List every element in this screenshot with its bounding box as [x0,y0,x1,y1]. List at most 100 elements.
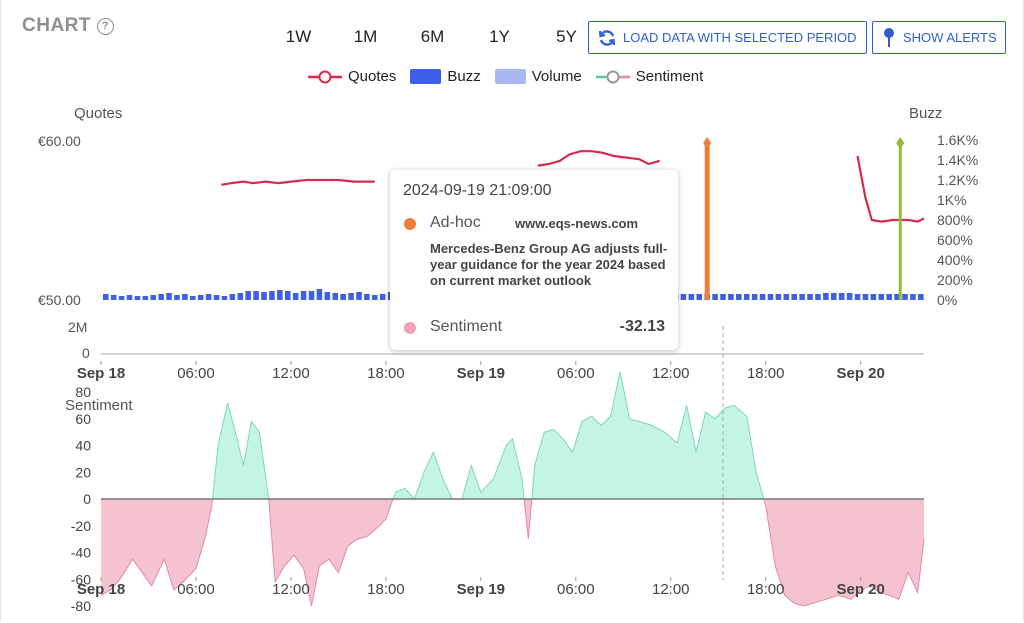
x-axis-top-tick-label: 18:00 [367,365,405,382]
buzz-bar [284,291,291,300]
x-axis-top-tick-label: 06:00 [557,365,595,382]
buzz-bar [308,291,315,300]
x-axis-top-tick-label: Sep 20 [837,365,885,382]
tooltip-headline: Mercedes-Benz Group AG adjusts full-year… [430,241,668,288]
load-data-button[interactable]: LOAD DATA WITH SELECTED PERIOD [588,21,867,54]
adhoc-marker-icon [703,137,712,149]
period-1y[interactable]: 1Y [489,27,510,46]
load-data-label: LOAD DATA WITH SELECTED PERIOD [623,30,857,45]
sentiment-tick-label: -60 [71,571,91,587]
buzz-bar [878,294,885,300]
buzz-bar [348,293,354,300]
x-axis-top-tick-label: 18:00 [747,365,785,382]
period-1m[interactable]: 1M [353,27,378,46]
buzz-bar [759,294,766,300]
quotes-tick-bottom: €50.00 [38,292,81,308]
x-axis-bottom-tick-label: 12:00 [652,581,690,598]
buzz-bar [269,291,275,300]
buzz-bar [910,294,916,300]
buzz-bar [696,294,703,300]
buzz-bar [894,294,900,300]
tooltip-source[interactable]: www.eqs-news.com [515,216,639,231]
sentiment-axis-label: Sentiment [65,397,133,414]
buzz-bar [379,294,386,300]
buzz-bar [324,292,331,300]
x-axis-bottom-tick-label: Sep 18 [77,581,125,598]
chart-title: CHART ? [22,15,114,37]
x-axis-bottom-tick-label: Sep 20 [837,581,885,598]
buzz-bar [245,291,251,300]
sentiment-tick-label: 40 [75,438,91,454]
buzz-bar [862,294,869,300]
period-1w[interactable]: 1W [285,27,312,46]
buzz-bar [799,294,805,300]
tooltip-type: Ad-hoc [430,214,481,231]
tooltip-sentiment-value: -32.13 [619,318,665,335]
buzz-tick-label: 1.2K% [937,172,978,188]
buzz-bar [158,294,164,300]
show-alerts-button[interactable]: SHOW ALERTS [872,21,1006,54]
legend-buzz[interactable]: Buzz [410,68,481,85]
buzz-bar [918,294,924,300]
legend-quotes[interactable]: Quotes [308,68,396,85]
buzz-bar [340,294,346,300]
buzz-tick-label: 600% [937,232,973,248]
buzz-bar [261,292,267,300]
buzz-bar [720,294,726,300]
buzz-bar [110,295,117,300]
pin-icon [884,27,894,47]
buzz-tick-label: 1.6K% [937,132,978,148]
sentiment-area-negative [101,499,924,606]
legend-sentiment[interactable]: Sentiment [595,68,703,85]
alert-marker-line [898,143,902,300]
x-axis-top-tick-label: 12:00 [272,365,310,382]
buzz-bar [182,294,188,300]
buzz-bar [221,296,228,300]
buzz-bar [767,294,774,300]
buzz-bar [815,294,821,300]
quotes-line [537,150,661,167]
buzz-tick-label: 400% [937,252,973,268]
buzz-tick-label: 200% [937,272,973,288]
sentiment-tick-label: -40 [71,545,91,561]
legend-volume-label: Volume [531,68,582,85]
buzz-bar [838,293,845,300]
buzz-bar [688,294,695,300]
period-selector: 1W 1M 6M 1Y 5Y [265,27,600,47]
quotes-line [221,178,375,186]
sentiment-tick-label: 80 [75,384,91,400]
x-axis-bottom-tick-label: 06:00 [177,581,215,598]
legend-volume[interactable]: Volume [494,68,582,85]
x-axis-top-tick-label: Sep 18 [77,365,125,382]
buzz-tick-label: 0% [937,292,957,308]
buzz-bar [902,294,908,300]
buzz-bar [300,291,307,300]
period-6m[interactable]: 6M [420,27,445,46]
chart-title-text: CHART [22,15,91,36]
x-axis-bottom-tick-label: 12:00 [272,581,310,598]
adhoc-dot-icon [404,218,416,230]
tooltip-datetime: 2024-09-19 21:09:00 [403,182,552,199]
period-5y[interactable]: 5Y [556,27,577,46]
buzz-bar [253,291,259,300]
buzz-bar [870,294,877,300]
buzz-bar [142,296,149,300]
buzz-bar [823,293,829,300]
buzz-bar [846,293,853,300]
quotes-axis-label: Quotes [74,105,122,122]
quotes-tick-top: €60.00 [38,133,81,149]
tooltip-sentiment-label: Sentiment [430,318,503,335]
legend-quotes-label: Quotes [348,68,397,85]
buzz-bar [150,295,156,300]
buzz-bar [237,293,244,300]
buzz-bar [783,294,790,300]
x-axis-top-tick-label: 12:00 [652,365,690,382]
sentiment-tick-label: 20 [75,464,91,480]
buzz-bar [213,295,220,300]
buzz-bar [205,294,212,300]
x-axis-bottom-tick-label: 18:00 [747,581,785,598]
buzz-bar [316,289,323,300]
help-icon[interactable]: ? [97,17,114,35]
sentiment-tick-label: 60 [75,411,91,427]
